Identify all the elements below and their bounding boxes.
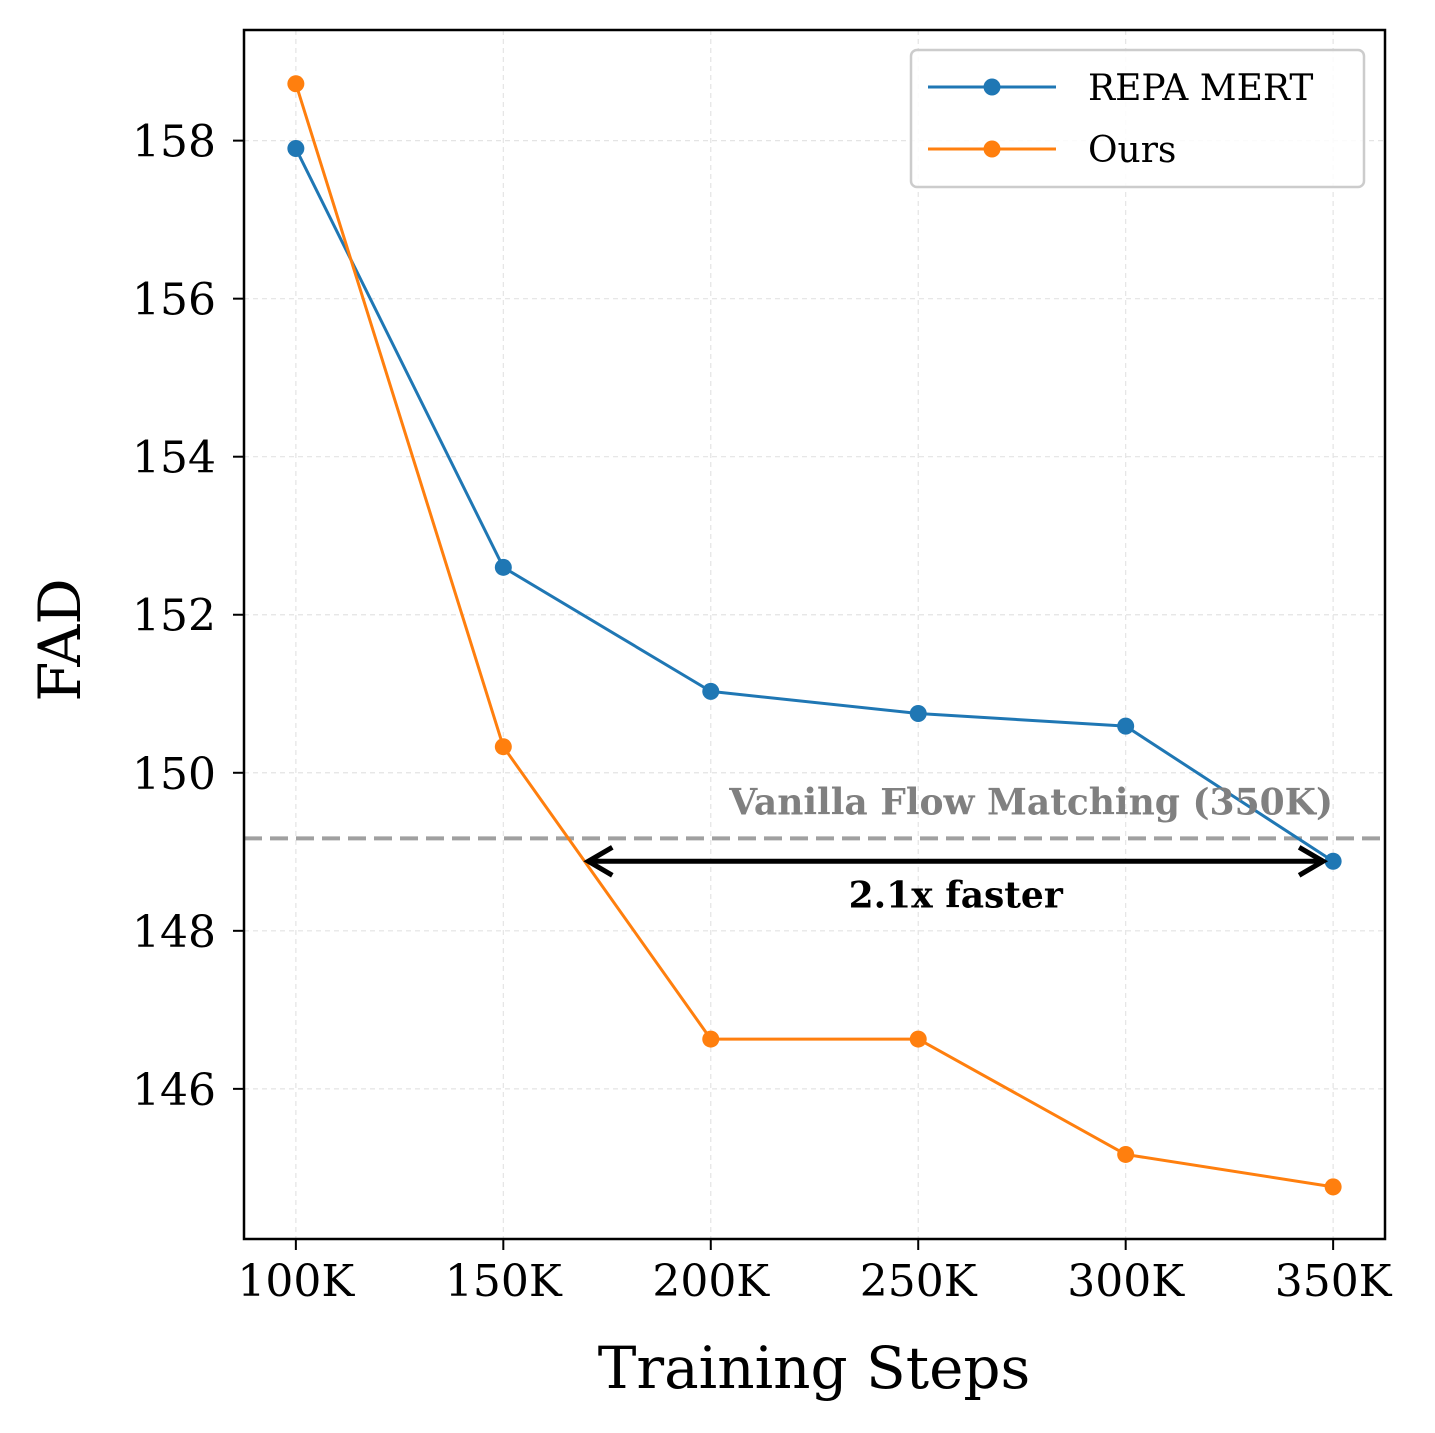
series-point-1 bbox=[909, 1030, 927, 1048]
plot-frame bbox=[242, 28, 1387, 1241]
y-tick-label: 154 bbox=[132, 433, 216, 484]
series-point-0 bbox=[1324, 852, 1342, 870]
x-tick-label: 250K bbox=[860, 1256, 978, 1307]
y-tick-label: 150 bbox=[132, 749, 216, 800]
speedup-arrow-head-right bbox=[1297, 845, 1329, 878]
series-point-0 bbox=[1117, 717, 1135, 735]
axis-ticks: 100K 150K 200K 250K 300K 350K 146 148 150 152 154 1… bbox=[132, 117, 1393, 1307]
legend-box bbox=[909, 48, 1366, 189]
y-tick-label: 152 bbox=[132, 591, 216, 642]
x-tick-label: 100K bbox=[237, 1256, 355, 1307]
x-axis-title: Training Steps bbox=[598, 1334, 1031, 1402]
series-point-1 bbox=[1324, 1178, 1342, 1196]
series-point-0 bbox=[702, 682, 720, 700]
x-tick-label: 150K bbox=[445, 1256, 563, 1307]
x-tick-label: 300K bbox=[1067, 1256, 1185, 1307]
series-point-0 bbox=[494, 558, 512, 576]
legend: REPA MERT Ours bbox=[909, 48, 1366, 189]
series-point-1 bbox=[702, 1030, 720, 1048]
y-tick-label: 148 bbox=[132, 907, 216, 958]
series-point-0 bbox=[287, 140, 305, 158]
series-point-1 bbox=[1117, 1145, 1135, 1163]
x-tick-label: 350K bbox=[1275, 1256, 1393, 1307]
series-line-0 bbox=[294, 147, 1334, 863]
legend-marker-0 bbox=[983, 78, 1001, 96]
series-line-1 bbox=[294, 83, 1334, 1189]
speedup-arrow-head-left bbox=[583, 845, 614, 878]
y-tick-label: 146 bbox=[132, 1065, 216, 1116]
series-point-0 bbox=[909, 705, 927, 723]
y-tick-label: 158 bbox=[132, 117, 216, 168]
x-tick-label: 200K bbox=[652, 1256, 770, 1307]
y-axis-title: FAD bbox=[26, 578, 94, 702]
y-tick-label: 156 bbox=[132, 275, 216, 326]
annotation-layer: Vanilla Flow Matching (350K) 2.1x faster bbox=[583, 781, 1333, 916]
legend-label-1: Ours bbox=[1088, 130, 1176, 171]
legend-marker-1 bbox=[983, 140, 1001, 158]
reference-line-label: Vanilla Flow Matching (350K) bbox=[728, 781, 1333, 823]
series-layer bbox=[287, 75, 1342, 1196]
grid bbox=[244, 30, 1385, 1239]
series-point-1 bbox=[287, 75, 305, 93]
series-point-1 bbox=[494, 738, 512, 756]
speedup-label: 2.1x faster bbox=[849, 874, 1064, 916]
legend-label-0: REPA MERT bbox=[1088, 68, 1313, 109]
